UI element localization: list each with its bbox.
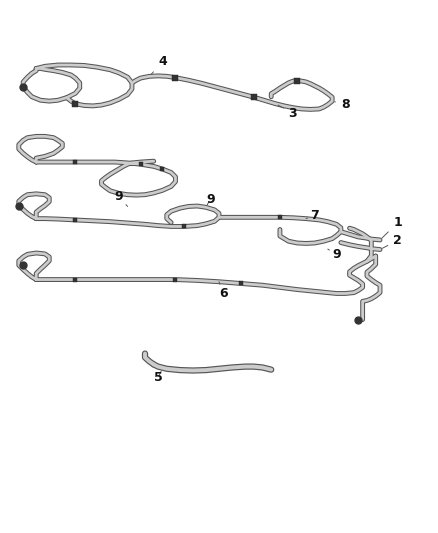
Text: 9: 9 bbox=[328, 248, 341, 261]
Text: 9: 9 bbox=[206, 192, 215, 206]
Text: 4: 4 bbox=[151, 55, 167, 74]
Text: 1: 1 bbox=[382, 216, 402, 238]
Text: 9: 9 bbox=[115, 190, 127, 206]
Text: 5: 5 bbox=[154, 371, 162, 384]
Text: 6: 6 bbox=[219, 282, 228, 300]
Text: 7: 7 bbox=[306, 209, 319, 222]
Text: 3: 3 bbox=[278, 105, 297, 120]
Text: 2: 2 bbox=[382, 234, 402, 248]
Text: 8: 8 bbox=[335, 98, 350, 111]
